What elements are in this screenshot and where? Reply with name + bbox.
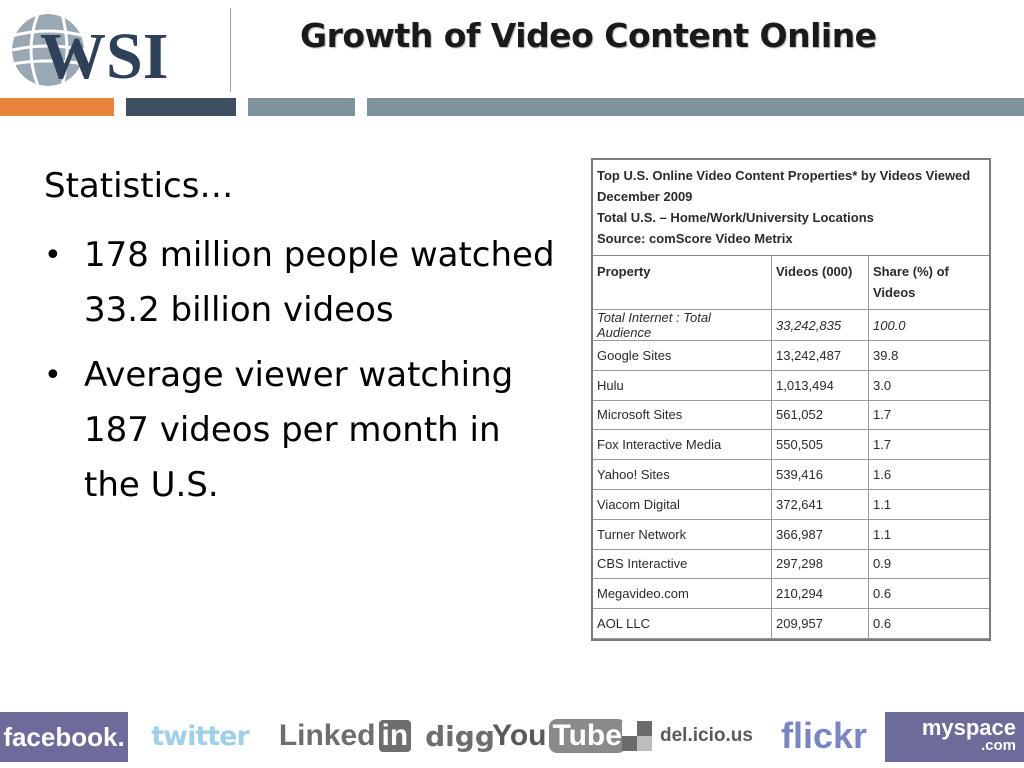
table-row: Total Internet : Total Audience 33,242,83… (593, 309, 989, 341)
table-cell: 561,052 (771, 399, 869, 431)
table-cell: Yahoo! Sites (593, 459, 772, 490)
digg-logo: digg (425, 719, 495, 753)
table-row: Megavideo.com 210,294 0.6 (593, 578, 989, 610)
table-cell: 210,294 (771, 578, 869, 610)
column-header: Videos (000) (771, 256, 869, 310)
caption-line: Source: comScore Video Metrix (597, 231, 793, 246)
linkedin-logo-text: Linked (278, 719, 376, 752)
slide-title: Growth of Video Content Online (300, 16, 877, 55)
table-cell: 366,987 (771, 518, 869, 550)
table-cell: 297,298 (771, 548, 869, 580)
table-header-row: Property Videos (000) Share (%) of Video… (593, 256, 989, 310)
table-cell: Megavideo.com (593, 578, 772, 610)
header-band-slate-long (367, 98, 1024, 116)
table-cell: Hulu (593, 369, 772, 401)
caption-line: Total U.S. – Home/Work/University Locati… (597, 210, 874, 225)
data-table: Property Videos (000) Share (%) of Video… (593, 256, 989, 639)
header-band-slate (248, 98, 355, 116)
table-row: Fox Interactive Media 550,505 1.7 (593, 429, 989, 461)
table-cell: 39.8 (868, 340, 989, 371)
table-row: Google Sites 13,242,487 39.8 (593, 340, 989, 371)
table-cell: 1,013,494 (771, 369, 869, 401)
wsi-logo: WSI (8, 6, 228, 93)
table-row: CBS Interactive 297,298 0.9 (593, 548, 989, 580)
logo-divider (230, 8, 231, 92)
table-cell: 372,641 (771, 488, 869, 520)
table-cell: 1.7 (868, 429, 989, 461)
table-row: Yahoo! Sites 539,416 1.6 (593, 459, 989, 490)
header-band-navy (126, 98, 236, 116)
table-cell: 13,242,487 (771, 340, 869, 371)
caption-line: Top U.S. Online Video Content Properties… (597, 168, 971, 183)
table-cell: 539,416 (771, 459, 869, 490)
twitter-logo: twitter (151, 720, 250, 752)
linkedin-logo: Linked in (270, 710, 420, 762)
caption-line: December 2009 (597, 189, 693, 204)
table-cell: 100.0 (868, 309, 989, 341)
table-cell: Google Sites (593, 340, 772, 371)
table-cell: Viacom Digital (593, 488, 772, 520)
bullet-text: Average viewer watching 187 videos per m… (84, 355, 514, 505)
table-row: Microsoft Sites 561,052 1.7 (593, 399, 989, 431)
table-cell: Microsoft Sites (593, 399, 772, 431)
table-cell: 33,242,835 (771, 309, 869, 341)
myspace-logo-suffix: .com (980, 737, 1016, 754)
youtube-logo: You Tube (492, 710, 626, 762)
video-properties-table: Top U.S. Online Video Content Properties… (591, 158, 991, 641)
table-cell: 1.1 (868, 518, 989, 550)
youtube-tube-badge: Tube (548, 719, 626, 753)
table-cell: 1.6 (868, 459, 989, 490)
column-header: Property (593, 256, 772, 310)
column-header: Share (%) of Videos (868, 256, 989, 310)
bullet-item: • Average viewer watching 187 videos per… (44, 348, 604, 513)
table-cell: 1.1 (868, 488, 989, 520)
globe-icon: WSI (12, 14, 168, 93)
table-row: Hulu 1,013,494 3.0 (593, 369, 989, 401)
table-cell: Fox Interactive Media (593, 429, 772, 461)
social-logo-strip: facebook. twitter Linked in digg You Tube … (0, 710, 1024, 766)
bullet-icon: • (44, 358, 62, 393)
table-cell: CBS Interactive (593, 548, 772, 580)
myspace-logo: myspace .com (885, 712, 1024, 762)
table-row: Turner Network 366,987 1.1 (593, 518, 989, 550)
facebook-logo: facebook. (0, 712, 128, 762)
table-cell: Turner Network (593, 518, 772, 550)
table-cell: 1.7 (868, 399, 989, 431)
table-cell: 0.9 (868, 548, 989, 580)
table-cell: 209,957 (771, 608, 869, 639)
linkedin-in-badge: in (378, 720, 412, 752)
delicious-logo-text: del.icio.us (660, 725, 753, 746)
bullet-icon: • (44, 238, 62, 273)
table-cell: Total Internet : Total Audience (593, 309, 772, 341)
table-cell: 3.0 (868, 369, 989, 401)
table-cell: AOL LLC (593, 608, 772, 639)
table-caption: Top U.S. Online Video Content Properties… (593, 160, 989, 256)
statistics-heading: Statistics… (44, 166, 234, 206)
delicious-logo: del.icio.us (622, 710, 762, 762)
bullet-item: • 178 million people watched 33.2 billio… (44, 228, 604, 338)
header-band-orange (0, 98, 114, 116)
table-cell: 550,505 (771, 429, 869, 461)
youtube-logo-text: You (492, 719, 547, 752)
table-cell: 0.6 (868, 608, 989, 639)
table-row: AOL LLC 209,957 0.6 (593, 608, 989, 639)
table-row: Viacom Digital 372,641 1.1 (593, 488, 989, 520)
bullet-text: 178 million people watched 33.2 billion … (84, 235, 555, 330)
logo-wordmark: WSI (40, 20, 168, 92)
table-cell: 0.6 (868, 578, 989, 610)
bullet-list: • 178 million people watched 33.2 billio… (44, 228, 604, 523)
flickr-logo: flickr (780, 715, 868, 756)
delicious-square-icon (622, 721, 652, 751)
myspace-logo-text: myspace (921, 715, 1016, 740)
